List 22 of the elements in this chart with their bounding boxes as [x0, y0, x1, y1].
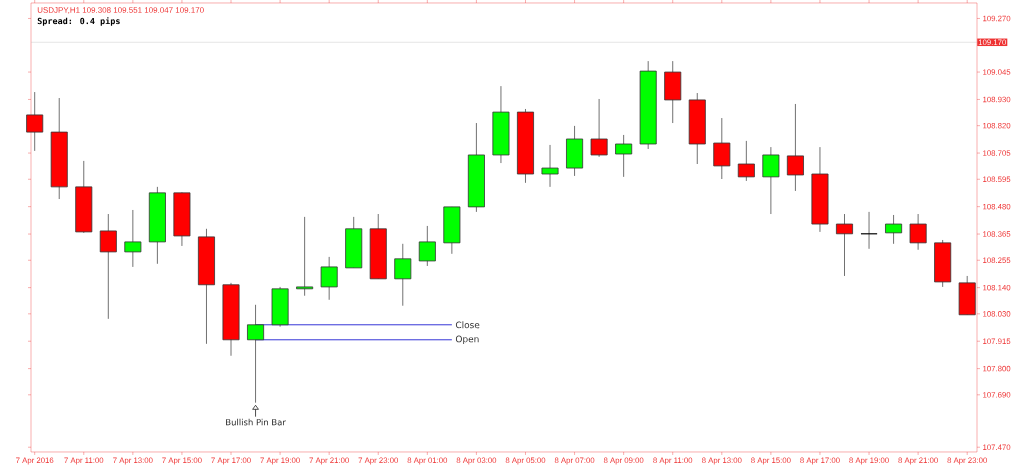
candlestick: [836, 213, 853, 277]
candlestick: [418, 225, 436, 267]
text: Spread: 0.4 pips: [37, 17, 120, 26]
candlestick: [541, 144, 559, 188]
candlestick: [99, 213, 117, 320]
candlestick: [713, 117, 731, 180]
candlestick: [590, 98, 608, 158]
series-label: Open: [455, 335, 479, 345]
annotation: Bullish Pin Bar: [226, 418, 286, 426]
candlestick: [296, 216, 314, 297]
series-label: Close: [455, 321, 480, 329]
candlestick: [762, 146, 780, 215]
candlestick: [737, 140, 755, 182]
candlestick: [124, 209, 142, 268]
candlestick: [394, 243, 412, 307]
candlestick: [247, 304, 265, 404]
candlestick: [786, 103, 804, 192]
candlestick: [885, 214, 903, 245]
candlestick: [909, 213, 927, 251]
candlestick: [26, 91, 44, 152]
candlestick: [320, 256, 338, 301]
candlestick: [615, 134, 633, 178]
